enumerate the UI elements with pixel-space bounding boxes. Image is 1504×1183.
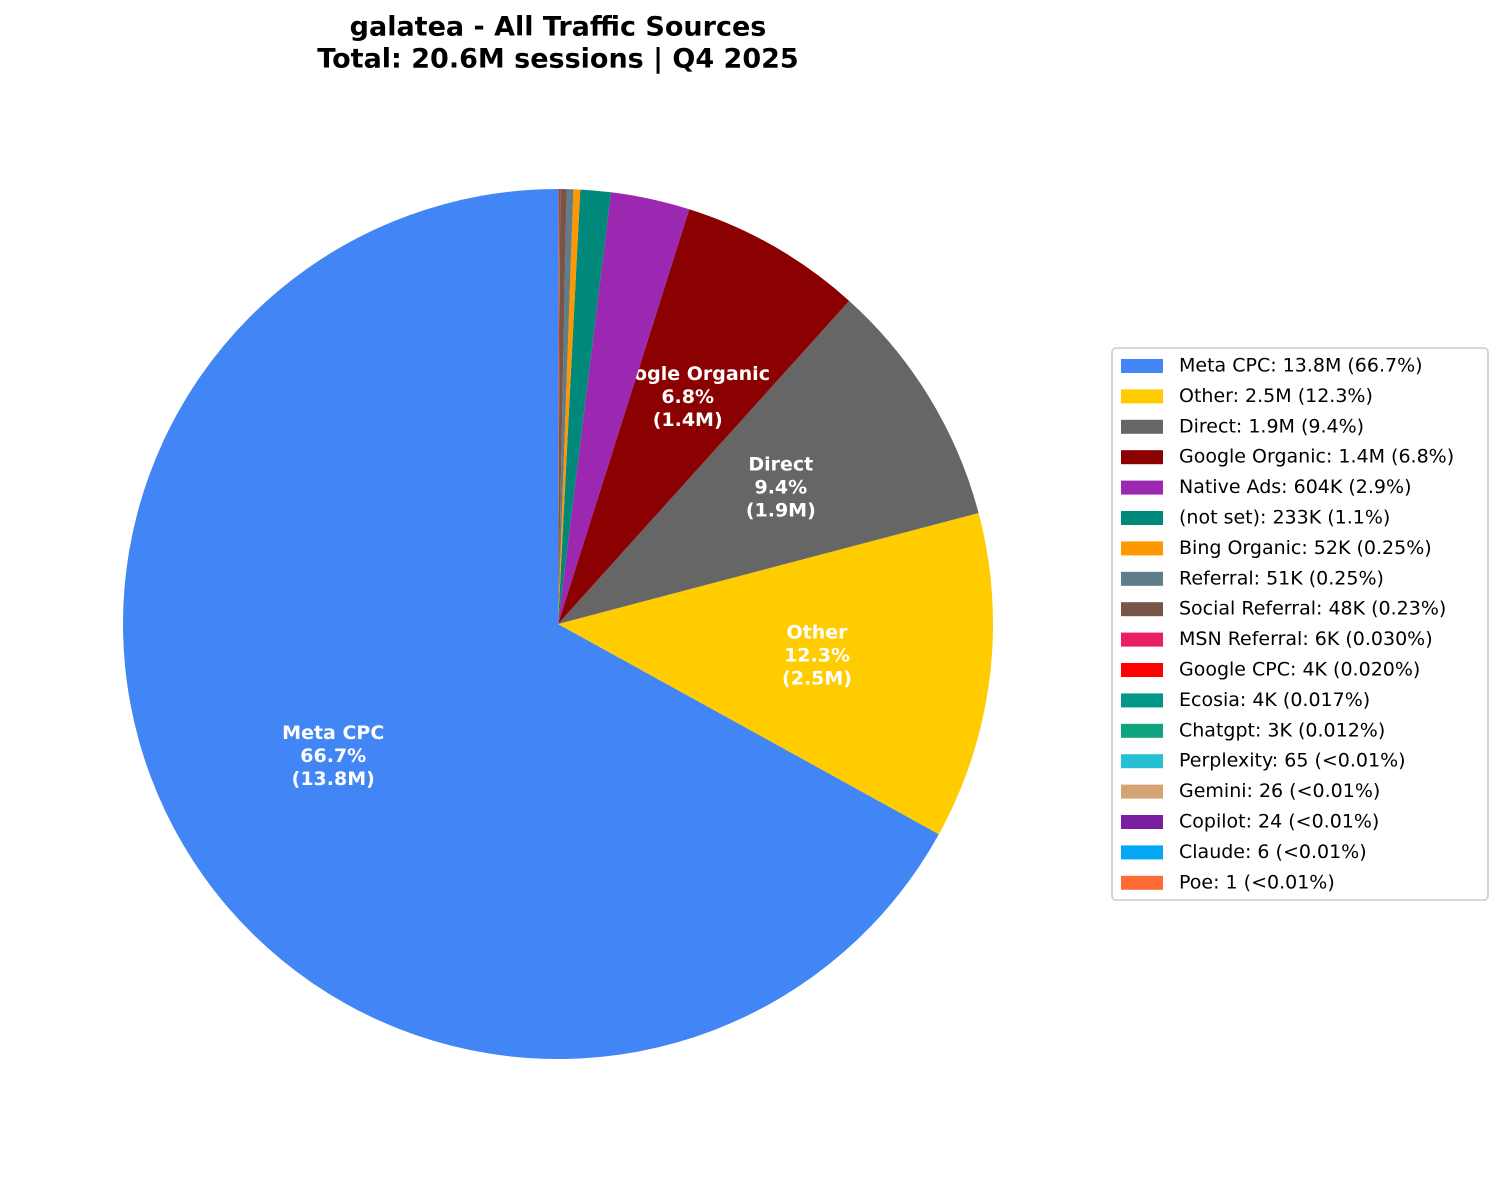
slice-label: Google Organic bbox=[605, 363, 770, 385]
legend-label: Chatgpt: 3K (0.012%) bbox=[1179, 719, 1385, 741]
legend-swatch bbox=[1121, 723, 1163, 738]
legend-swatch bbox=[1121, 693, 1163, 708]
legend-swatch bbox=[1121, 875, 1163, 890]
pie-slice bbox=[558, 189, 567, 625]
legend-swatch bbox=[1121, 389, 1163, 404]
slice-label: 66.7% bbox=[300, 745, 366, 767]
pie-slice bbox=[558, 300, 979, 624]
legend-swatch bbox=[1121, 784, 1163, 799]
chart-title: galatea - All Traffic Sources bbox=[350, 12, 767, 43]
legend-label: Other: 2.5M (12.3%) bbox=[1179, 385, 1373, 407]
slice-label: (1.4M) bbox=[653, 409, 723, 431]
legend-label: Direct: 1.9M (9.4%) bbox=[1179, 415, 1364, 437]
legend-swatch bbox=[1121, 541, 1163, 556]
slice-label: (13.8M) bbox=[292, 768, 375, 790]
slice-label: Direct bbox=[748, 454, 813, 476]
legend-swatch bbox=[1121, 419, 1163, 434]
legend-swatch bbox=[1121, 632, 1163, 647]
legend-label: Meta CPC: 13.8M (66.7%) bbox=[1179, 355, 1423, 377]
legend-label: Ecosia: 4K (0.017%) bbox=[1179, 689, 1370, 711]
legend-label: Bing Organic: 52K (0.25%) bbox=[1179, 537, 1432, 559]
legend-label: Google CPC: 4K (0.020%) bbox=[1179, 659, 1420, 681]
chart-subtitle: Total: 20.6M sessions | Q4 2025 bbox=[317, 44, 798, 75]
pie-slice bbox=[558, 192, 690, 624]
pie-slice bbox=[558, 189, 574, 625]
slice-label: (2.5M) bbox=[782, 668, 852, 690]
legend-swatch bbox=[1121, 815, 1163, 829]
legend-swatch bbox=[1121, 663, 1163, 677]
legend-label: Claude: 6 (<0.01%) bbox=[1179, 841, 1367, 863]
pie-slice bbox=[558, 189, 581, 624]
legend-swatch bbox=[1121, 571, 1163, 586]
legend-label: (not set): 233K (1.1%) bbox=[1179, 507, 1390, 529]
pie-slice bbox=[558, 189, 612, 624]
pie-slice bbox=[558, 189, 560, 624]
legend-swatch bbox=[1121, 359, 1163, 373]
legend-swatch bbox=[1121, 511, 1163, 525]
slice-label: (1.9M) bbox=[746, 500, 816, 522]
pie-slice bbox=[558, 189, 561, 624]
legend-label: Social Referral: 48K (0.23%) bbox=[1179, 598, 1446, 620]
legend-swatch bbox=[1121, 450, 1163, 465]
legend-label: Google Organic: 1.4M (6.8%) bbox=[1179, 446, 1454, 468]
slice-label: Other bbox=[787, 622, 849, 644]
legend-swatch bbox=[1121, 480, 1163, 495]
legend-label: Perplexity: 65 (<0.01%) bbox=[1179, 750, 1406, 772]
legend-label: Gemini: 26 (<0.01%) bbox=[1179, 780, 1380, 802]
legend-swatch bbox=[1121, 754, 1163, 769]
pie-slice bbox=[558, 209, 850, 624]
slice-label: Meta CPC bbox=[282, 722, 384, 744]
slice-label: 12.3% bbox=[784, 645, 850, 667]
pie-slice bbox=[558, 513, 993, 835]
legend-label: Copilot: 24 (<0.01%) bbox=[1179, 811, 1379, 833]
legend-label: MSN Referral: 6K (0.030%) bbox=[1179, 628, 1433, 650]
legend-label: Referral: 51K (0.25%) bbox=[1179, 567, 1384, 589]
pie-slice bbox=[558, 189, 559, 625]
slice-label: 9.4% bbox=[754, 477, 807, 499]
legend-label: Native Ads: 604K (2.9%) bbox=[1179, 476, 1411, 498]
pie-slice bbox=[122, 189, 939, 1059]
legend-box bbox=[1111, 347, 1489, 901]
slice-label: 6.8% bbox=[661, 386, 714, 408]
legend-swatch bbox=[1121, 602, 1163, 617]
legend-swatch bbox=[1121, 845, 1163, 860]
legend-label: Poe: 1 (<0.01%) bbox=[1179, 871, 1335, 893]
